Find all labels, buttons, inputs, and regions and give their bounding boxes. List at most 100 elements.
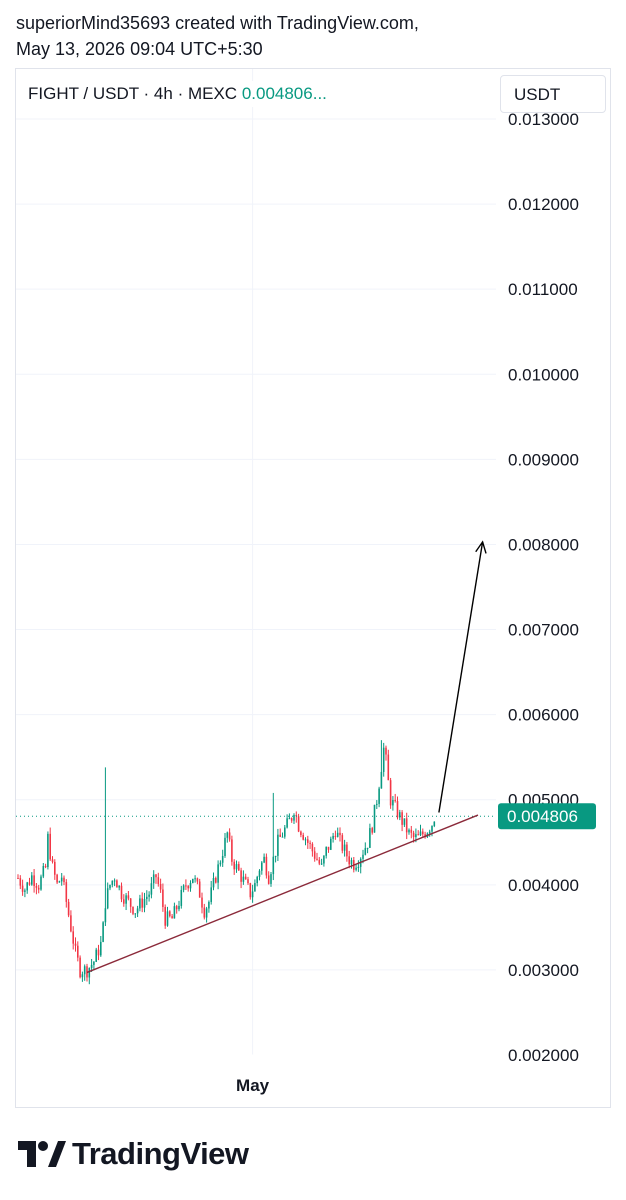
candle-body — [366, 847, 369, 849]
candle-body — [302, 834, 304, 840]
y-axis-tick-label: 0.003000 — [508, 961, 579, 980]
candle-body — [215, 877, 217, 883]
currency-button[interactable]: USDT — [500, 75, 606, 113]
candle-body — [286, 818, 288, 828]
candle-body — [350, 860, 353, 865]
candle-body — [362, 854, 364, 859]
candle-body — [348, 856, 350, 865]
candle-body — [339, 832, 341, 836]
candle-body — [330, 838, 332, 850]
candle-body — [175, 906, 178, 910]
candle-body — [155, 874, 157, 878]
y-axis-tick-label: 0.011000 — [508, 280, 578, 299]
candle-body — [162, 889, 164, 907]
candle-body — [148, 894, 150, 897]
candle-body — [173, 906, 176, 919]
candle-body — [307, 839, 309, 843]
candle-body — [408, 829, 410, 833]
candle-body — [399, 812, 401, 818]
timestamp-line: May 13, 2026 09:04 UTC+5:30 — [16, 39, 263, 59]
candle-body — [182, 885, 185, 890]
candle-body — [304, 839, 307, 841]
symbol-legend[interactable]: FIGHT / USDT · 4h · MEXC 0.004806... — [28, 81, 333, 107]
candle-body — [258, 870, 261, 877]
candle-body — [120, 885, 123, 900]
candle-body — [118, 885, 120, 888]
candle-body — [238, 864, 240, 871]
candle-body — [311, 843, 314, 852]
y-axis-tick-label: 0.008000 — [508, 535, 579, 554]
symbol-last-price: 0.004806... — [241, 84, 327, 103]
candle-body — [150, 883, 153, 895]
candle-body — [198, 881, 201, 898]
candle-body — [166, 911, 169, 926]
candle-body — [159, 883, 162, 890]
candle-body — [109, 884, 111, 889]
last-price-badge — [498, 803, 596, 830]
candle-body — [313, 851, 316, 859]
candle-body — [203, 907, 206, 918]
y-axis-tick-label: 0.002000 — [508, 1046, 579, 1065]
candle-body — [385, 747, 387, 755]
candle-body — [49, 833, 51, 860]
y-axis-tick-label: 0.004000 — [508, 876, 579, 895]
candle-body — [251, 891, 254, 898]
projection-arrow — [438, 541, 484, 813]
candle-body — [116, 880, 118, 888]
candle-body — [113, 880, 116, 882]
candle-body — [136, 908, 139, 914]
candle-body — [79, 957, 81, 978]
candle-body — [102, 922, 104, 942]
candle-body — [205, 908, 208, 918]
candle-body — [33, 875, 35, 887]
x-axis-tick-label: May — [236, 1076, 270, 1095]
candle-body — [17, 878, 19, 880]
candle-body — [247, 879, 249, 884]
candle-body — [74, 943, 77, 946]
candle-body — [297, 816, 300, 832]
candle-body — [376, 803, 378, 805]
candle-body — [180, 889, 183, 906]
candle-body — [100, 941, 102, 956]
candle-body — [346, 844, 348, 857]
candle-body — [277, 834, 279, 856]
candle-body — [401, 812, 403, 825]
candle-body — [81, 974, 84, 978]
candle-body — [373, 804, 376, 833]
y-axis-tick-label: 0.007000 — [508, 621, 579, 640]
candle-body — [364, 848, 367, 855]
candle-body — [42, 866, 45, 877]
candle-body — [19, 878, 22, 886]
candle-body — [72, 931, 74, 944]
price-chart[interactable]: 0.013000 0.012000 0.011000 0.010000 0.009000… — [16, 69, 611, 1108]
candle-body — [67, 901, 70, 916]
candle-body — [60, 877, 63, 882]
candle-body — [63, 877, 65, 883]
candle-body — [127, 895, 130, 899]
candle-body — [196, 878, 199, 882]
last-price-label: 0.004806 — [507, 807, 578, 826]
candle-body — [378, 788, 380, 804]
candle-body — [44, 866, 47, 868]
candle-body — [88, 967, 91, 978]
candle-body — [24, 890, 26, 892]
candle-body — [261, 862, 263, 871]
candle-body — [293, 815, 295, 821]
candle-body — [341, 835, 344, 851]
candle-body — [249, 883, 252, 898]
chart-panel[interactable]: 0.013000 0.012000 0.011000 0.010000 0.009000… — [15, 68, 611, 1108]
candle-body — [212, 877, 215, 888]
candle-body — [412, 832, 415, 838]
candle-body — [125, 895, 127, 904]
candle-body — [387, 754, 390, 781]
candle-body — [90, 964, 93, 968]
candle-body — [26, 882, 28, 891]
candle-body — [332, 835, 334, 839]
candle-body — [316, 858, 318, 860]
chart-credit-header: superiorMind35693 created with TradingVi… — [16, 10, 616, 62]
candle-body — [235, 864, 238, 870]
candle-body — [143, 899, 146, 908]
candle-body — [47, 833, 49, 868]
projection-arrowhead — [475, 540, 487, 554]
candle-body — [320, 863, 323, 865]
